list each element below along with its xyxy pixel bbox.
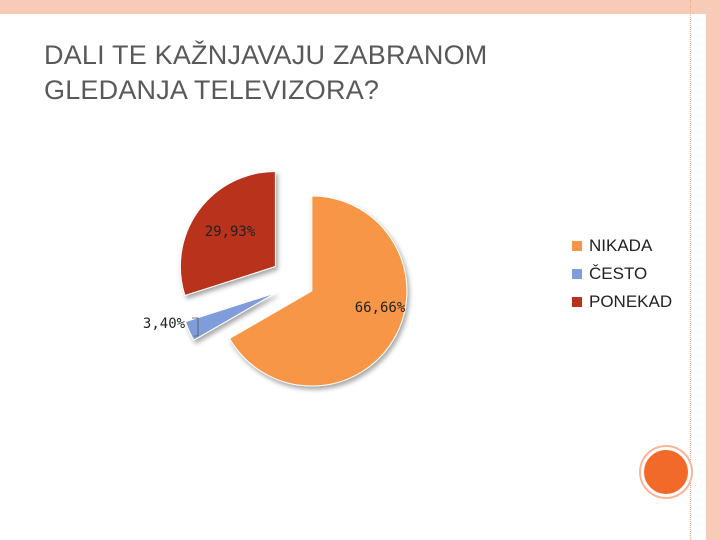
- legend-swatch-ponekad: [572, 297, 582, 307]
- pie-slice-cesto: [184, 292, 277, 341]
- data-label-cesto: 3,40%: [143, 316, 186, 332]
- title-line-1: DALI TE KAŽNJAVAJU ZABRANOM: [44, 40, 488, 70]
- title-line-2: GLEDANJA TELEVIZORA?: [44, 75, 380, 105]
- leader-line-cesto: [192, 317, 199, 337]
- data-label-nikada: 66,66%: [355, 300, 406, 316]
- dotted-guide-line: [690, 0, 691, 540]
- legend-label-cesto: ČESTO: [589, 264, 648, 283]
- pie-slice-nikada: [228, 195, 408, 387]
- legend-label-ponekad: PONEKAD: [589, 292, 673, 311]
- data-label-ponekad: 29,93%: [205, 224, 256, 240]
- legend-item-cesto: ČESTO: [572, 260, 672, 288]
- pie-slice-ponekad: [179, 170, 276, 297]
- frame-right-bar: [706, 0, 720, 540]
- chart-legend: NIKADA ČESTO PONEKAD: [572, 232, 672, 316]
- legend-swatch-nikada: [572, 241, 582, 251]
- legend-item-ponekad: PONEKAD: [572, 288, 672, 316]
- legend-label-nikada: NIKADA: [589, 236, 653, 255]
- frame-top-bar: [0, 0, 720, 14]
- legend-swatch-cesto: [572, 269, 582, 279]
- decorative-circle: [641, 447, 691, 497]
- slide-title: DALI TE KAŽNJAVAJU ZABRANOM GLEDANJA TEL…: [44, 38, 604, 108]
- legend-item-nikada: NIKADA: [572, 232, 672, 260]
